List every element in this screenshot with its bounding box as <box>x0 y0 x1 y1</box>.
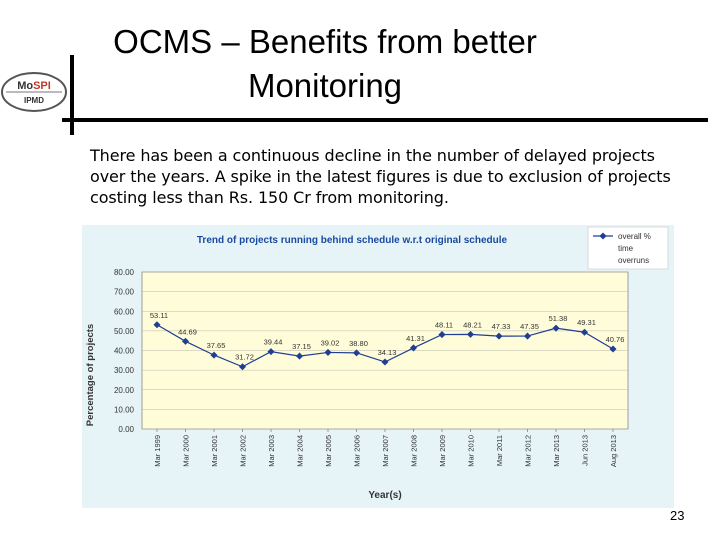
x-tick-label: Mar 2010 <box>467 435 476 467</box>
data-label: 31.72 <box>235 353 254 362</box>
legend-marker <box>599 232 607 240</box>
y-axis-title: Percentage of projects <box>85 324 96 426</box>
mospi-ipmd-logo: MoSPI IPMD <box>1 72 67 112</box>
data-point <box>523 332 532 340</box>
y-tick-label: 60.00 <box>114 307 135 316</box>
data-label: 37.65 <box>207 341 226 350</box>
x-tick-label: Mar 2008 <box>410 435 419 467</box>
y-tick-label: 40.00 <box>114 347 135 356</box>
data-label: 51.38 <box>549 314 568 323</box>
data-point <box>324 348 332 356</box>
x-tick-label: Mar 2006 <box>353 435 362 467</box>
data-point <box>552 324 560 332</box>
legend-label-1: overall % <box>618 232 651 241</box>
data-point <box>409 344 418 352</box>
x-tick-label: Mar 2013 <box>552 435 561 467</box>
data-point <box>609 345 617 353</box>
logo-bottom-text: IPMD <box>24 96 44 105</box>
data-point <box>210 351 218 359</box>
x-tick-label: Mar 2003 <box>267 435 276 467</box>
data-label: 44.69 <box>178 327 197 336</box>
data-point <box>352 349 361 357</box>
slide-title: OCMS – Benefits from better Monitoring <box>90 20 560 108</box>
x-tick-label: Mar 2001 <box>210 435 219 467</box>
y-tick-label: 70.00 <box>114 288 135 297</box>
x-tick-label: Mar 2005 <box>324 435 333 467</box>
legend-box <box>587 226 669 270</box>
data-label: 48.11 <box>435 321 453 330</box>
data-point <box>381 358 389 366</box>
data-label: 39.44 <box>264 338 283 347</box>
logo-top-text: MoSPI <box>17 80 51 92</box>
x-tick-label: Jun 2013 <box>581 435 590 466</box>
x-axis-title: Year(s) <box>368 490 401 501</box>
data-label: 47.35 <box>520 322 539 331</box>
legend-label-2: time <box>618 244 634 253</box>
data-point <box>295 352 304 360</box>
data-point <box>438 331 446 339</box>
x-tick-label: Mar 1999 <box>153 435 162 467</box>
data-point <box>267 348 275 356</box>
data-label: 53.11 <box>150 311 168 320</box>
legend-label-3: overruns <box>618 256 649 265</box>
chart-title: Trend of projects running behind schedul… <box>197 235 508 246</box>
data-point <box>466 330 475 338</box>
x-tick-label: Mar 2012 <box>524 435 533 467</box>
data-label: 34.13 <box>378 348 397 357</box>
y-tick-label: 10.00 <box>114 405 135 414</box>
y-tick-label: 0.00 <box>118 425 134 434</box>
page-number: 23 <box>670 508 685 523</box>
data-label: 40.76 <box>606 335 625 344</box>
x-tick-label: Aug 2013 <box>609 435 618 467</box>
data-label: 37.15 <box>292 342 311 351</box>
vertical-rule <box>70 55 74 135</box>
data-point <box>181 337 190 345</box>
y-tick-label: 30.00 <box>114 366 135 375</box>
x-tick-label: Mar 2007 <box>381 435 390 467</box>
x-tick-label: Mar 2002 <box>239 435 248 467</box>
x-tick-label: Mar 2009 <box>438 435 447 467</box>
slide-body-text: There has been a continuous decline in t… <box>90 146 671 207</box>
data-point <box>238 363 247 371</box>
data-label: 39.02 <box>321 338 340 347</box>
horizontal-rule <box>62 118 708 122</box>
data-point <box>153 321 161 329</box>
y-tick-label: 80.00 <box>114 268 135 277</box>
y-tick-label: 50.00 <box>114 327 135 336</box>
x-tick-label: Mar 2000 <box>182 435 191 467</box>
slide-title-line1: OCMS – Benefits from better <box>113 23 537 60</box>
data-label: 47.33 <box>492 322 511 331</box>
data-label: 48.21 <box>463 320 482 329</box>
data-label: 38.80 <box>349 339 368 348</box>
data-label: 41.31 <box>406 334 425 343</box>
x-tick-label: Mar 2004 <box>296 435 305 467</box>
data-label: 49.31 <box>577 318 596 327</box>
data-point <box>495 332 503 340</box>
data-point <box>580 328 589 336</box>
trend-chart: Trend of projects running behind schedul… <box>82 225 674 508</box>
y-tick-label: 20.00 <box>114 386 135 395</box>
x-tick-label: Mar 2011 <box>495 435 504 466</box>
slide-title-line2: Monitoring <box>247 67 403 104</box>
